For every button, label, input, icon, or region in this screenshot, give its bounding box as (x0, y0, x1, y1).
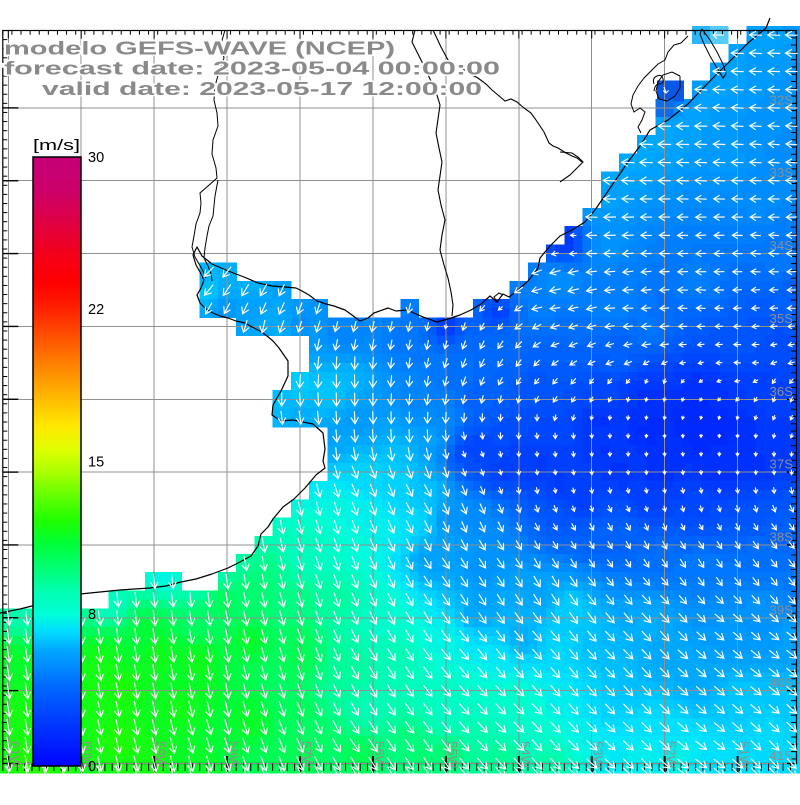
svg-text:34S: 34S (770, 238, 794, 253)
svg-text:56W: 56W (372, 741, 387, 769)
svg-text:32S: 32S (770, 92, 794, 107)
svg-text:15: 15 (88, 455, 104, 471)
svg-text:8: 8 (88, 607, 96, 623)
svg-text:36S: 36S (770, 384, 794, 399)
svg-text:30: 30 (88, 150, 104, 166)
svg-text:valid date: 2023-05-17 12:00:0: valid date: 2023-05-17 12:00:00 (42, 78, 482, 99)
svg-text:57W: 57W (299, 741, 314, 769)
svg-text:forecast date: 2023-05-04 00:0: forecast date: 2023-05-04 00:00:00 (4, 58, 500, 79)
svg-text:22: 22 (88, 302, 104, 318)
svg-text:33S: 33S (770, 165, 794, 180)
svg-text:40S: 40S (770, 675, 794, 690)
svg-text:59W: 59W (153, 741, 168, 769)
svg-text:61W: 61W (7, 741, 22, 769)
svg-text:58W: 58W (226, 741, 241, 769)
svg-text:35S: 35S (770, 311, 794, 326)
svg-text:[m/s]: [m/s] (33, 137, 80, 154)
svg-text:37S: 37S (770, 457, 794, 472)
svg-text:modelo GEFS-WAVE (NCEP): modelo GEFS-WAVE (NCEP) (4, 38, 395, 59)
svg-text:60W: 60W (80, 741, 95, 769)
svg-text:38S: 38S (770, 529, 794, 544)
svg-text:39S: 39S (770, 602, 794, 617)
svg-text:55W: 55W (445, 741, 460, 769)
svg-text:0: 0 (88, 759, 96, 775)
